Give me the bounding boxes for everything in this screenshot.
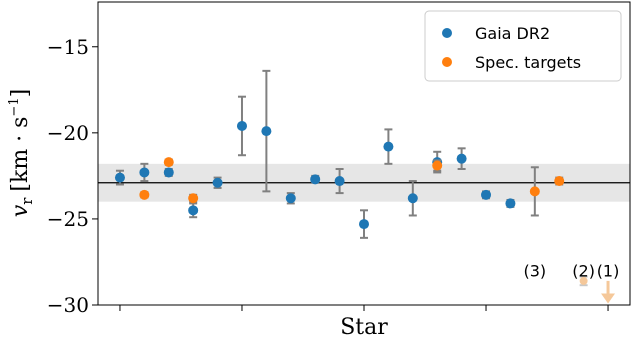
gaia-point <box>114 172 125 183</box>
upper-limit-arrow-head <box>601 293 616 304</box>
spec-point <box>554 176 565 187</box>
x-ticks <box>119 305 609 311</box>
y-axis-label-exp: −1 <box>7 97 22 116</box>
y-axis-label: vr [km · s−1] <box>7 89 36 217</box>
annotations-layer: (3) (2) (1) <box>523 262 619 281</box>
point-annotation: (3) <box>523 262 546 281</box>
gaia-point <box>456 153 467 164</box>
spec-point <box>529 186 540 197</box>
y-axis-label-unit: [km · s <box>8 117 33 192</box>
gaia-point <box>505 198 516 209</box>
spec-point <box>139 189 150 200</box>
spec-point <box>188 193 199 204</box>
legend-label-spec: Spec. targets <box>475 53 581 72</box>
legend-marker-gaia <box>442 28 452 38</box>
spec-point <box>432 160 443 171</box>
legend-marker-spec <box>442 57 452 67</box>
gaia-point <box>212 177 223 188</box>
x-axis-label: Star <box>340 315 388 340</box>
gaia-point <box>188 205 199 216</box>
gaia-point <box>261 126 272 137</box>
y-tick-label: −20 <box>47 121 89 145</box>
y-tick-label: −30 <box>47 293 89 317</box>
point-annotation: (1) <box>597 262 620 281</box>
y-tick-label: −25 <box>47 207 89 231</box>
gaia-point <box>407 193 418 204</box>
y-axis-label-main: v <box>8 204 33 217</box>
gaia-point <box>139 167 150 178</box>
faded-point <box>579 276 588 285</box>
gaia-point <box>359 219 369 230</box>
data-points-layer <box>114 69 616 304</box>
gaia-point <box>383 141 394 152</box>
spec-point <box>163 157 174 168</box>
gaia-point <box>163 167 174 178</box>
y-axis-label-sub: r <box>18 197 36 205</box>
legend-label-gaia: Gaia DR2 <box>475 24 550 43</box>
point-annotation: (2) <box>572 262 595 281</box>
legend-box <box>424 10 622 82</box>
y-axis-label-close: ] <box>8 89 33 98</box>
y-tick-label: −15 <box>47 35 89 59</box>
legend: Gaia DR2 Spec. targets <box>424 10 622 82</box>
gaia-point <box>310 174 321 185</box>
y-ticks: −30 −25 −20 −15 <box>47 35 98 317</box>
gaia-point <box>285 193 296 204</box>
gaia-point <box>481 189 492 200</box>
gaia-point <box>334 176 345 187</box>
gaia-point <box>236 120 247 131</box>
